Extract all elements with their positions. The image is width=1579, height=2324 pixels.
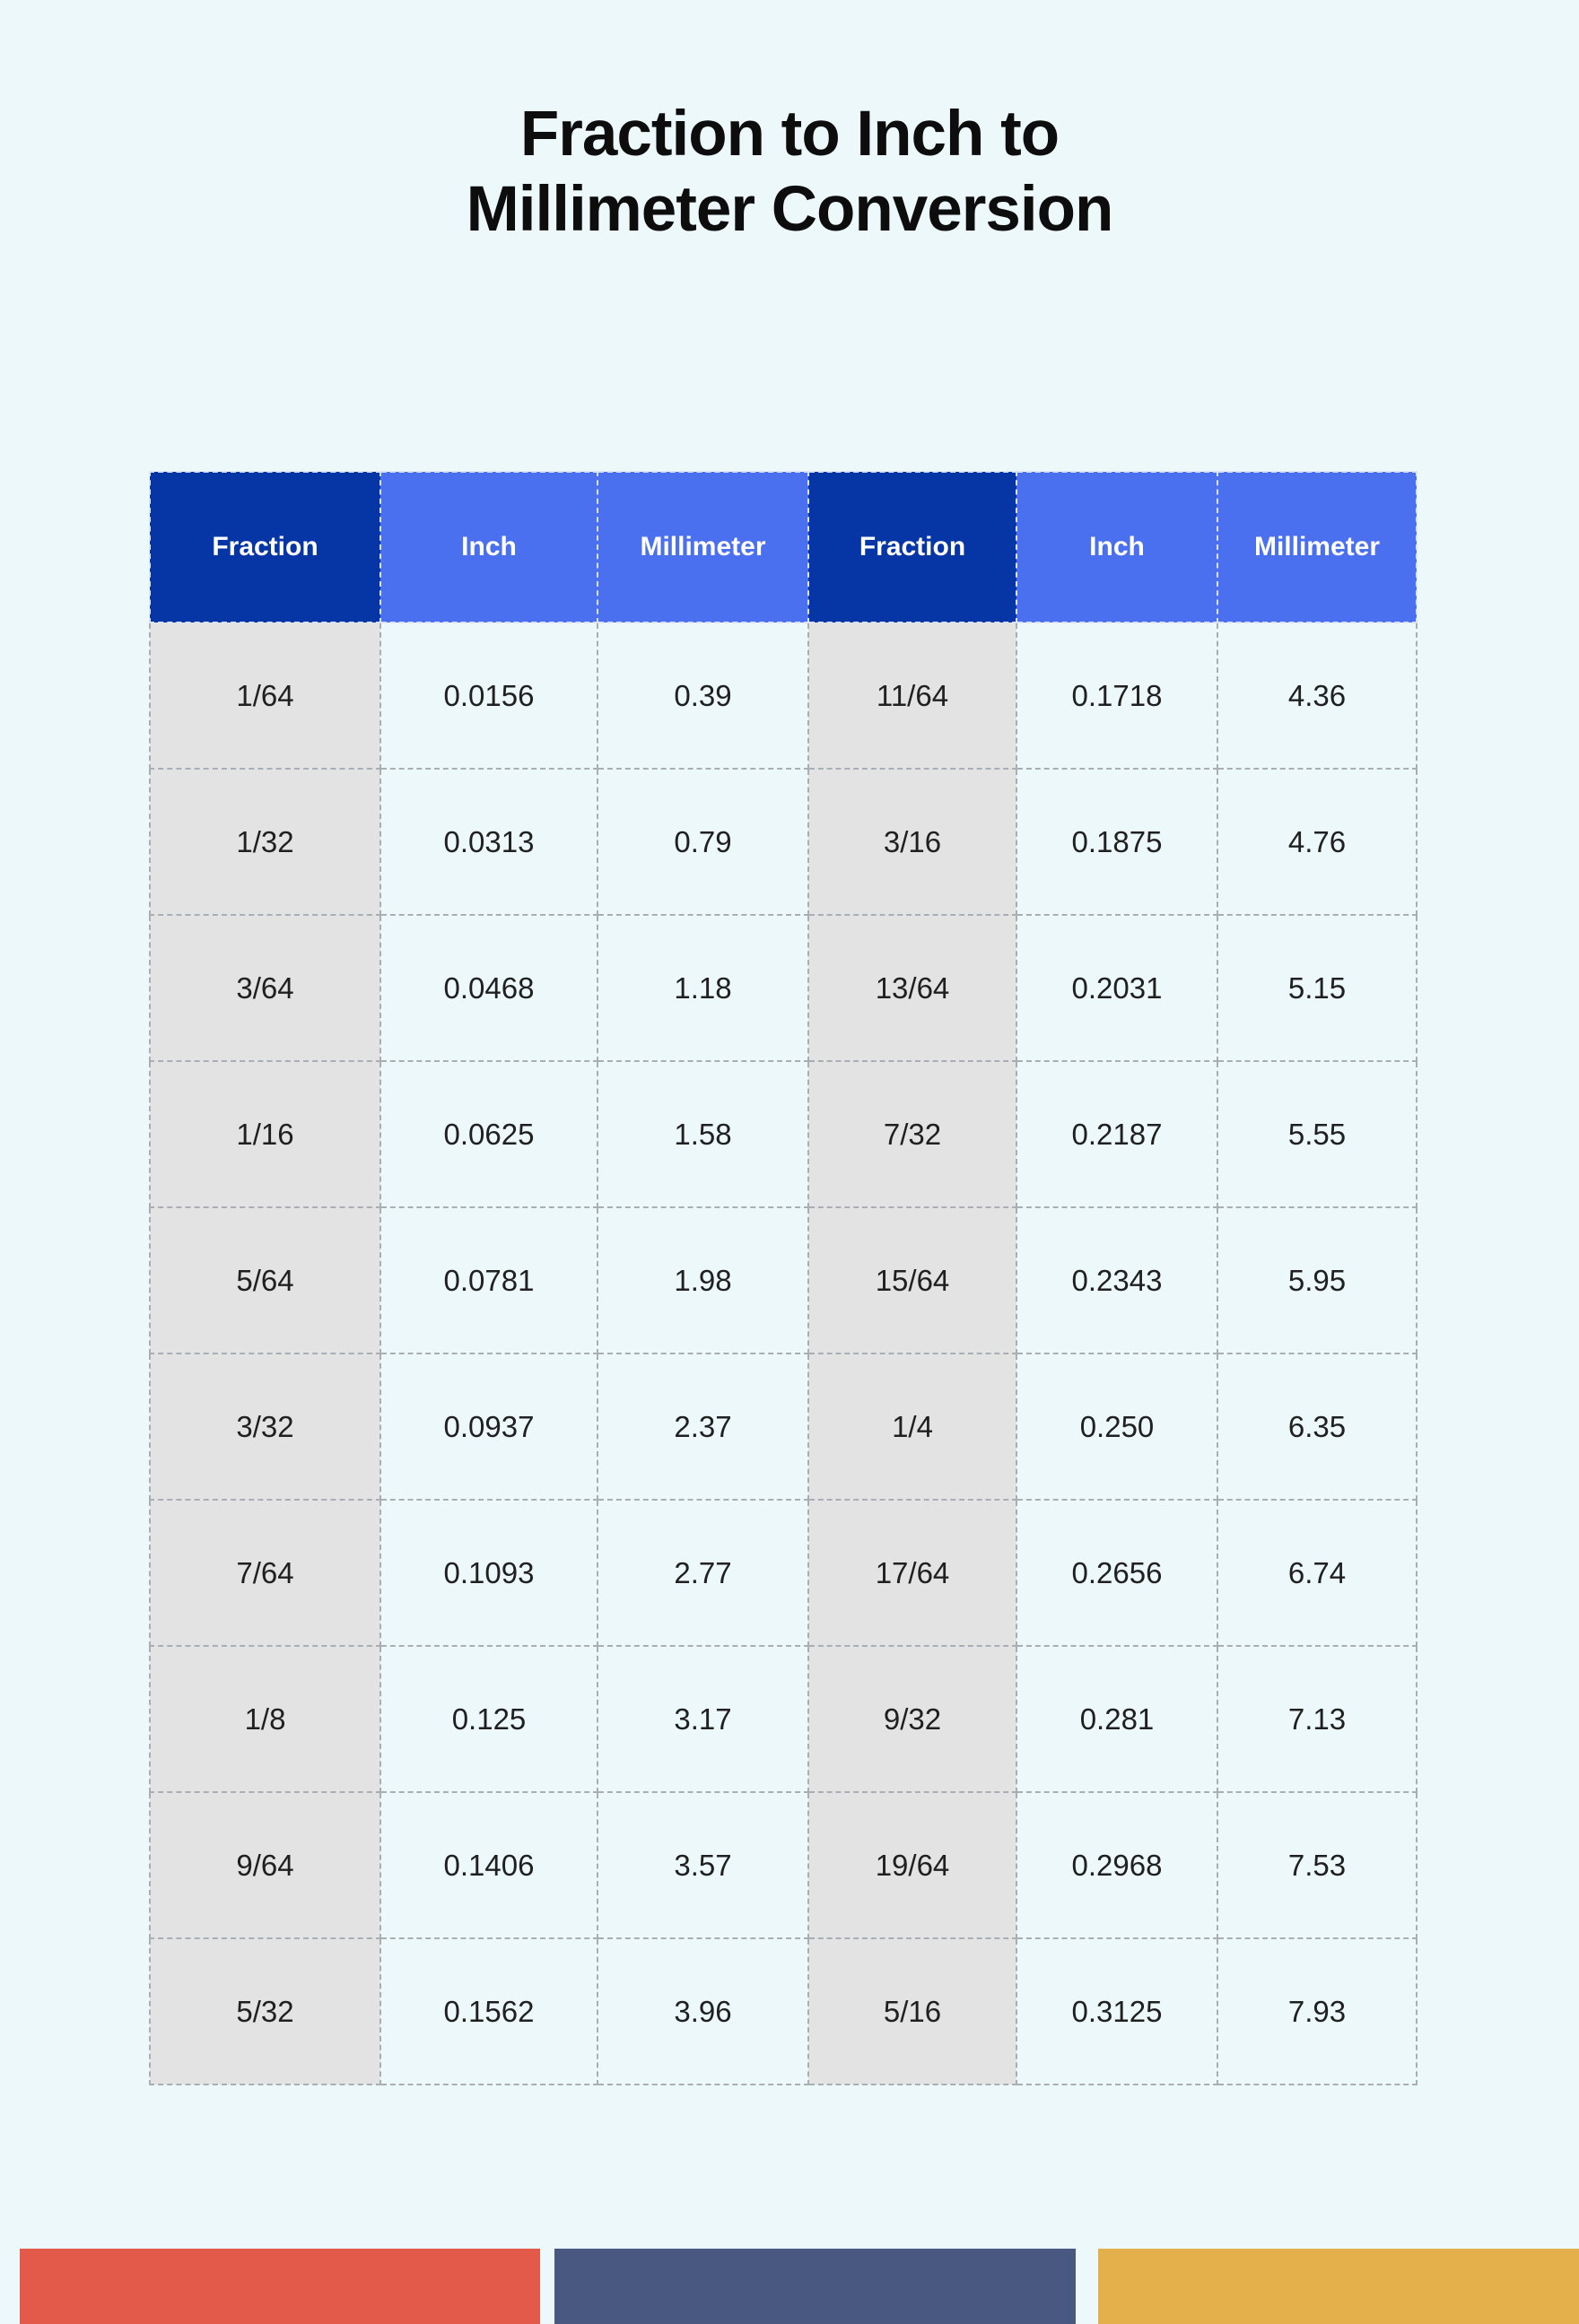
inch-cell: 0.2343	[1016, 1206, 1218, 1354]
inch-cell: 0.3125	[1016, 1937, 1218, 2085]
table-row: 9/64 0.1406 3.57 19/64 0.2968 7.53	[149, 1791, 1418, 1939]
table-header: Fraction Inch Millimeter Fraction Inch Millim…	[149, 471, 1418, 623]
table-body: 1/64 0.0156 0.39 11/64 0.1718 4.36 1/32 0.0313 0…	[149, 622, 1418, 2085]
millimeter-cell: 3.57	[597, 1791, 809, 1939]
footer-bar-gold	[1098, 2249, 1579, 2324]
inch-cell: 0.2968	[1016, 1791, 1218, 1939]
fraction-cell: 9/64	[149, 1791, 381, 1939]
fraction-cell: 13/64	[807, 914, 1017, 1062]
millimeter-cell: 0.79	[597, 768, 809, 916]
millimeter-cell: 2.77	[597, 1499, 809, 1647]
column-header-fraction-right: Fraction	[807, 471, 1017, 623]
page-title: Fraction to Inch to Millimeter Conversio…	[0, 97, 1579, 248]
table-row: 3/64 0.0468 1.18 13/64 0.2031 5.15	[149, 914, 1418, 1062]
millimeter-cell: 5.95	[1217, 1206, 1418, 1354]
millimeter-cell: 3.96	[597, 1937, 809, 2085]
fraction-cell: 7/64	[149, 1499, 381, 1647]
millimeter-cell: 3.17	[597, 1645, 809, 1793]
fraction-cell: 1/32	[149, 768, 381, 916]
column-header-fraction-left: Fraction	[149, 471, 381, 623]
fraction-cell: 5/64	[149, 1206, 381, 1354]
inch-cell: 0.1875	[1016, 768, 1218, 916]
inch-cell: 0.1093	[379, 1499, 598, 1647]
table-row: 3/32 0.0937 2.37 1/4 0.250 6.35	[149, 1353, 1418, 1501]
fraction-cell: 5/32	[149, 1937, 381, 2085]
fraction-cell: 15/64	[807, 1206, 1017, 1354]
fraction-cell: 1/4	[807, 1353, 1017, 1501]
millimeter-cell: 7.93	[1217, 1937, 1418, 2085]
table-row: 1/32 0.0313 0.79 3/16 0.1875 4.76	[149, 768, 1418, 916]
inch-cell: 0.0937	[379, 1353, 598, 1501]
inch-cell: 0.125	[379, 1645, 598, 1793]
millimeter-cell: 2.37	[597, 1353, 809, 1501]
millimeter-cell: 7.53	[1217, 1791, 1418, 1939]
conversion-table: Fraction Inch Millimeter Fraction Inch Millim…	[149, 471, 1418, 2085]
inch-cell: 0.281	[1016, 1645, 1218, 1793]
millimeter-cell: 5.15	[1217, 914, 1418, 1062]
page: Fraction to Inch to Millimeter Conversio…	[0, 97, 1579, 2324]
column-header-inch-right: Inch	[1016, 471, 1218, 623]
millimeter-cell: 1.58	[597, 1060, 809, 1208]
inch-cell: 0.0468	[379, 914, 598, 1062]
inch-cell: 0.1562	[379, 1937, 598, 2085]
inch-cell: 0.250	[1016, 1353, 1218, 1501]
millimeter-cell: 6.74	[1217, 1499, 1418, 1647]
millimeter-cell: 1.98	[597, 1206, 809, 1354]
title-line-1: Fraction to Inch to	[519, 99, 1060, 170]
fraction-cell: 17/64	[807, 1499, 1017, 1647]
footer-bar-navy	[554, 2249, 1076, 2324]
table-row: 5/32 0.1562 3.96 5/16 0.3125 7.93	[149, 1937, 1418, 2085]
millimeter-cell: 1.18	[597, 914, 809, 1062]
fraction-cell: 3/64	[149, 914, 381, 1062]
fraction-cell: 3/16	[807, 768, 1017, 916]
footer-bar-red	[20, 2249, 540, 2324]
table-row: 5/64 0.0781 1.98 15/64 0.2343 5.95	[149, 1206, 1418, 1354]
inch-cell: 0.2187	[1016, 1060, 1218, 1208]
title-line-2: Millimeter Conversion	[466, 174, 1114, 245]
table-row: 1/16 0.0625 1.58 7/32 0.2187 5.55	[149, 1060, 1418, 1208]
fraction-cell: 9/32	[807, 1645, 1017, 1793]
column-header-millimeter-left: Millimeter	[597, 471, 809, 623]
fraction-cell: 19/64	[807, 1791, 1017, 1939]
fraction-cell: 5/16	[807, 1937, 1017, 2085]
table-row: 7/64 0.1093 2.77 17/64 0.2656 6.74	[149, 1499, 1418, 1647]
millimeter-cell: 4.36	[1217, 622, 1418, 770]
table-row: 1/8 0.125 3.17 9/32 0.281 7.13	[149, 1645, 1418, 1793]
fraction-cell: 1/8	[149, 1645, 381, 1793]
millimeter-cell: 7.13	[1217, 1645, 1418, 1793]
inch-cell: 0.0781	[379, 1206, 598, 1354]
millimeter-cell: 5.55	[1217, 1060, 1418, 1208]
column-header-millimeter-right: Millimeter	[1217, 471, 1418, 623]
column-header-inch-left: Inch	[379, 471, 598, 623]
inch-cell: 0.2031	[1016, 914, 1218, 1062]
fraction-cell: 3/32	[149, 1353, 381, 1501]
fraction-cell: 7/32	[807, 1060, 1017, 1208]
inch-cell: 0.2656	[1016, 1499, 1218, 1647]
conversion-table-wrapper: Fraction Inch Millimeter Fraction Inch Millim…	[149, 471, 1418, 2085]
millimeter-cell: 4.76	[1217, 768, 1418, 916]
inch-cell: 0.0625	[379, 1060, 598, 1208]
fraction-cell: 11/64	[807, 622, 1017, 770]
inch-cell: 0.0313	[379, 768, 598, 916]
inch-cell: 0.1718	[1016, 622, 1218, 770]
fraction-cell: 1/64	[149, 622, 381, 770]
millimeter-cell: 0.39	[597, 622, 809, 770]
millimeter-cell: 6.35	[1217, 1353, 1418, 1501]
table-row: 1/64 0.0156 0.39 11/64 0.1718 4.36	[149, 622, 1418, 770]
inch-cell: 0.0156	[379, 622, 598, 770]
inch-cell: 0.1406	[379, 1791, 598, 1939]
footer-decoration	[0, 2249, 1579, 2324]
header-row: Fraction Inch Millimeter Fraction Inch Millim…	[149, 471, 1418, 623]
fraction-cell: 1/16	[149, 1060, 381, 1208]
